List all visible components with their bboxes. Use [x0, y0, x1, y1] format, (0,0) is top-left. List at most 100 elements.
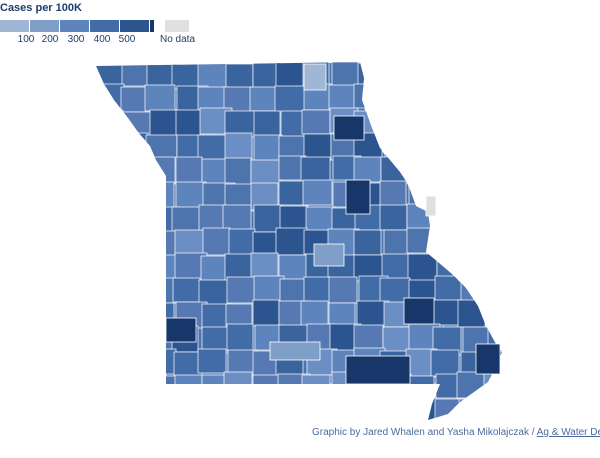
- county-cell[interactable]: [97, 302, 127, 331]
- county-cell[interactable]: [275, 62, 305, 88]
- county-cell[interactable]: [199, 421, 227, 449]
- county-cell[interactable]: [431, 203, 463, 230]
- county-cell[interactable]: [96, 109, 124, 139]
- county-cell[interactable]: [227, 349, 258, 376]
- county-cell[interactable]: [456, 83, 485, 110]
- county-cell[interactable]: [434, 84, 464, 110]
- county-cell[interactable]: [97, 371, 130, 399]
- county-cell[interactable]: [118, 395, 151, 424]
- county-cell[interactable]: [224, 253, 254, 282]
- county-cell[interactable]: [120, 132, 149, 161]
- county-cell[interactable]: [228, 228, 256, 257]
- county-cell[interactable]: [356, 397, 388, 423]
- county-cell[interactable]: [434, 398, 466, 424]
- county-cell[interactable]: [406, 375, 435, 402]
- county-cell[interactable]: [300, 300, 329, 328]
- county-cell[interactable]: [459, 158, 488, 186]
- county-cell[interactable]: [436, 179, 464, 206]
- county-cell[interactable]: [146, 230, 177, 259]
- county-cell[interactable]: [144, 181, 175, 209]
- county-cell[interactable]: [483, 158, 514, 185]
- county-cell[interactable]: [300, 156, 331, 184]
- county-cell[interactable]: [252, 299, 280, 327]
- county-cell[interactable]: [96, 158, 127, 184]
- county-cell[interactable]: [460, 179, 490, 207]
- county-cell[interactable]: [225, 398, 254, 423]
- county-cell[interactable]: [432, 109, 463, 136]
- county-cell[interactable]: [144, 84, 176, 112]
- county-cell[interactable]: [274, 85, 307, 114]
- county-cell[interactable]: [253, 134, 283, 162]
- county-cell[interactable]: [407, 253, 438, 283]
- county-cell[interactable]: [149, 375, 178, 404]
- county-cell[interactable]: [149, 109, 180, 138]
- county-cell[interactable]: [410, 61, 441, 88]
- county-cell[interactable]: [488, 63, 520, 92]
- county-cell[interactable]: [149, 348, 177, 375]
- county-cell[interactable]: [252, 395, 286, 423]
- county-cell[interactable]: [145, 156, 176, 185]
- county-cell[interactable]: [457, 299, 486, 328]
- county-cell[interactable]: [483, 231, 510, 260]
- county-cell[interactable]: [485, 179, 515, 208]
- county-cell[interactable]: [122, 326, 151, 353]
- county-cell[interactable]: [379, 180, 407, 209]
- county-cell[interactable]: [250, 252, 279, 279]
- county-cell[interactable]: [379, 204, 408, 231]
- county-cell[interactable]: [457, 251, 490, 277]
- county-cell[interactable]: [486, 85, 515, 113]
- county-cell[interactable]: [148, 277, 177, 304]
- county-cell[interactable]: [353, 324, 384, 351]
- county-cell[interactable]: [202, 227, 231, 256]
- county-cells[interactable]: [94, 60, 520, 452]
- county-cell[interactable]: [485, 206, 513, 236]
- county-cell[interactable]: [172, 419, 200, 445]
- county-cell[interactable]: [98, 204, 131, 233]
- county-cell[interactable]: [486, 300, 518, 329]
- county-cell[interactable]: [122, 228, 155, 257]
- county-cell[interactable]: [173, 351, 203, 377]
- ag-water-desk-link[interactable]: Ag & Water Desk: [536, 427, 600, 438]
- county-cell[interactable]: [94, 229, 121, 255]
- county-cell[interactable]: [121, 424, 149, 452]
- notable-counties[interactable]: [165, 63, 501, 385]
- county-cell[interactable]: [279, 396, 308, 424]
- county-cell[interactable]: [118, 204, 148, 232]
- county-cell[interactable]: [197, 348, 227, 374]
- county-cell[interactable]: [379, 85, 409, 111]
- county-cell[interactable]: [148, 421, 178, 447]
- county-cell[interactable]: [121, 375, 150, 403]
- county-cell[interactable]: [223, 371, 253, 401]
- county-cell[interactable]: [409, 109, 438, 136]
- county-cell[interactable]: [174, 229, 207, 258]
- county-cell[interactable]: [96, 347, 124, 376]
- county-cell[interactable]: [430, 349, 460, 377]
- county-cell[interactable]: [458, 398, 489, 424]
- county-cell[interactable]: [124, 252, 153, 280]
- county-cell[interactable]: [484, 255, 516, 281]
- county-cell[interactable]: [409, 158, 439, 187]
- county-cell[interactable]: [303, 133, 332, 161]
- county-cell[interactable]: [380, 156, 413, 184]
- county-cell[interactable]: [171, 396, 201, 425]
- county-cell[interactable]: [197, 60, 231, 89]
- county-cell[interactable]: [407, 86, 437, 116]
- county-cell[interactable]: [200, 255, 229, 284]
- county-cell[interactable]: [250, 159, 282, 186]
- county-cell[interactable]: [96, 83, 125, 110]
- county-cell[interactable]: [94, 134, 126, 160]
- county-cell[interactable]: [327, 397, 357, 423]
- county-cell[interactable]: [122, 349, 150, 376]
- county-cell[interactable]: [406, 227, 435, 254]
- county-cell[interactable]: [460, 275, 492, 303]
- county-cell[interactable]: [276, 423, 303, 448]
- county-cell[interactable]: [175, 181, 207, 210]
- county-cell[interactable]: [384, 133, 417, 161]
- county-cell[interactable]: [98, 423, 125, 447]
- county-cell[interactable]: [353, 229, 382, 256]
- county-cell[interactable]: [121, 157, 149, 185]
- county-cell[interactable]: [303, 276, 332, 305]
- county-cell[interactable]: [172, 277, 201, 303]
- county-cell[interactable]: [119, 300, 150, 330]
